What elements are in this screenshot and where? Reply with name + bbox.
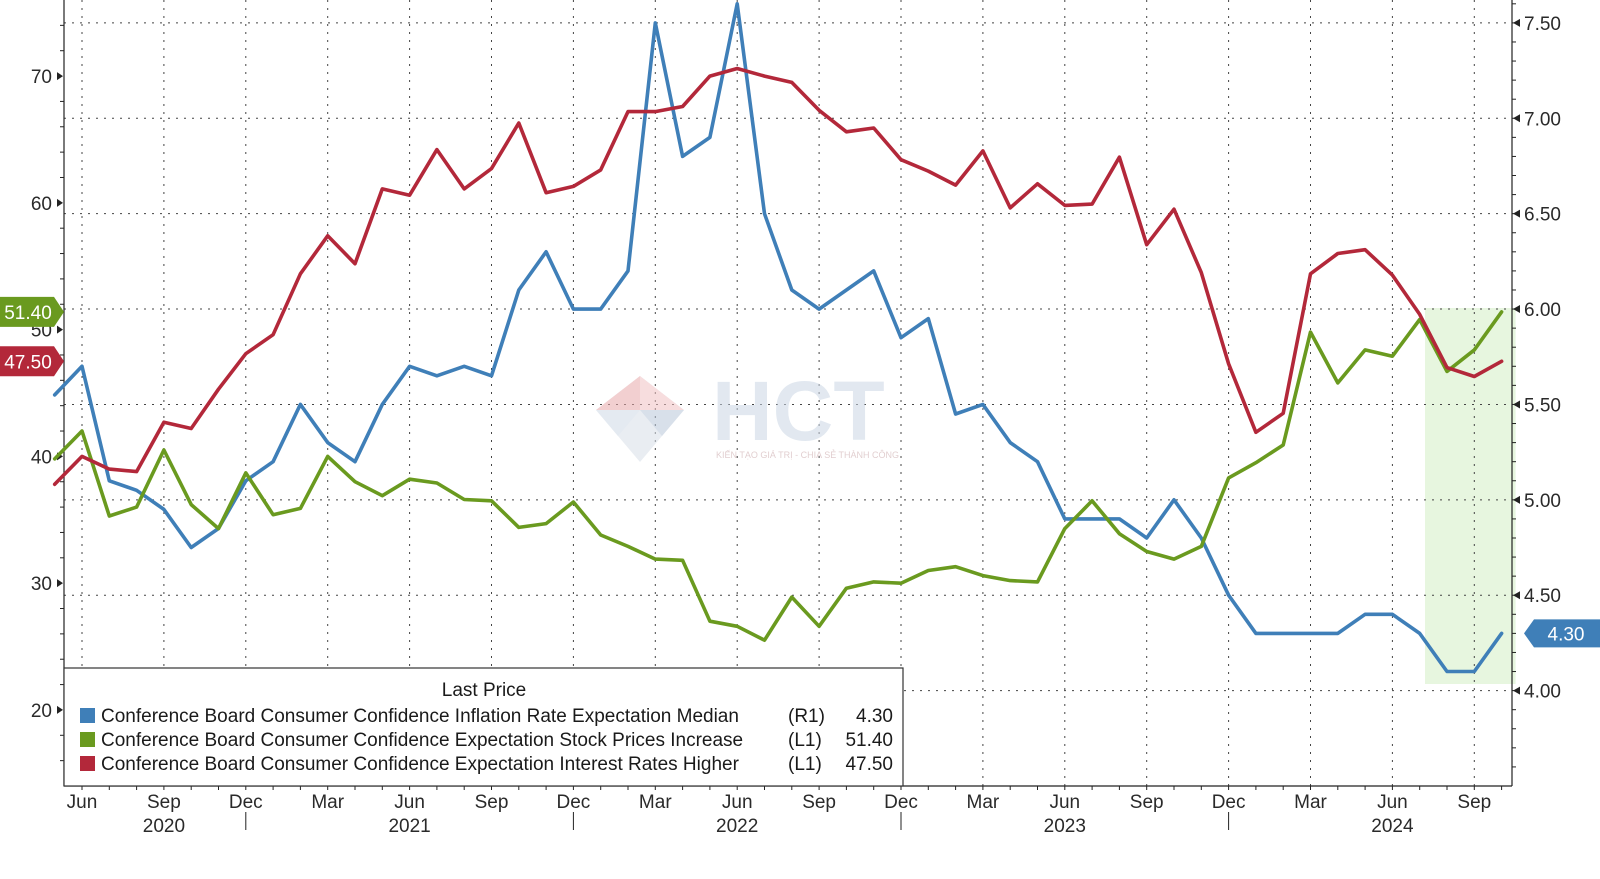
x-tick-label: Sep [147, 792, 181, 813]
year-label: 2023 [1044, 816, 1086, 837]
series-layer [52, 1, 1504, 674]
legend-swatch-rates [80, 756, 95, 771]
year-label: 2021 [388, 816, 430, 837]
legend-value-inflation: 4.30 [856, 706, 893, 727]
series-line-rates [52, 66, 1504, 487]
right-tick-label: 6.50 [1524, 205, 1561, 226]
right-major-tick [1513, 114, 1520, 123]
left-major-tick [57, 198, 63, 207]
highlight-band [1425, 308, 1516, 684]
badge-stocks-last: 51.40 [0, 296, 64, 327]
x-tick-label: Jun [722, 792, 753, 813]
legend-entry-inflation: Conference Board Consumer Confidence Inf… [80, 706, 893, 727]
x-tick-label: Dec [229, 792, 263, 813]
highlight-layer [1425, 308, 1516, 684]
legend-label-rates: Conference Board Consumer Confidence Exp… [101, 754, 740, 775]
left-tick-label: 40 [31, 447, 52, 468]
right-major-tick [1513, 209, 1520, 218]
x-tick-label: Jun [1049, 792, 1080, 813]
right-tick-label: 5.00 [1524, 491, 1561, 512]
left-tick-label: 20 [31, 701, 52, 722]
value-badges: 51.40 47.50 4.30 [0, 296, 1600, 648]
watermark-tagline: KIẾN TẠO GIÁ TRỊ - CHIA SẺ THÀNH CÔNG [716, 449, 899, 460]
x-tick-label: Sep [475, 792, 509, 813]
badge-rates-last-shape [0, 346, 64, 377]
left-tick-label: 60 [31, 194, 52, 215]
year-label: 2020 [143, 816, 185, 837]
badge-inflation-last-shape [1524, 619, 1600, 648]
legend-value-stocks: 51.40 [845, 730, 893, 751]
left-tick-label: 30 [31, 574, 52, 595]
series-line-stocks [52, 310, 1504, 643]
right-major-tick [1513, 18, 1520, 27]
legend-axis-inflation: (R1) [788, 706, 825, 727]
legend-swatch-stocks [80, 732, 95, 747]
badge-inflation-last: 4.30 [1524, 619, 1600, 648]
x-tick-label: Jun [394, 792, 425, 813]
badge-inflation-last-text: 4.30 [1548, 624, 1585, 645]
badge-rates-last: 47.50 [0, 346, 64, 377]
right-major-tick [1513, 591, 1520, 600]
x-tick-label: Mar [967, 792, 1000, 813]
watermark-brand: HCT [712, 364, 885, 458]
right-tick-label: 7.00 [1524, 109, 1561, 130]
x-tick-label: Jun [67, 792, 98, 813]
series-line-inflation [52, 1, 1504, 674]
right-major-tick [1513, 495, 1520, 504]
left-major-tick [57, 579, 63, 588]
right-tick-label: 4.00 [1524, 682, 1561, 703]
watermark-logo-icon [596, 376, 684, 462]
x-tick-label: Mar [639, 792, 672, 813]
right-major-tick [1513, 400, 1520, 409]
legend: Last Price Conference Board Consumer Con… [63, 667, 904, 787]
left-major-tick [57, 72, 63, 81]
right-tick-label: 7.50 [1524, 14, 1561, 35]
right-major-tick [1513, 686, 1520, 695]
right-tick-label: 4.50 [1524, 586, 1561, 607]
left-major-tick [57, 325, 63, 334]
left-tick-label: 70 [31, 67, 52, 88]
legend-title: Last Price [442, 680, 526, 701]
right-tick-label: 5.50 [1524, 395, 1561, 416]
x-tick-label: Sep [1457, 792, 1491, 813]
legend-entry-stocks: Conference Board Consumer Confidence Exp… [80, 730, 893, 751]
legend-entry-rates: Conference Board Consumer Confidence Exp… [80, 754, 893, 775]
badge-stocks-last-shape [0, 296, 64, 327]
legend-label-stocks: Conference Board Consumer Confidence Exp… [101, 730, 743, 751]
x-tick-label: Jun [1377, 792, 1408, 813]
right-tick-label: 6.00 [1524, 300, 1561, 321]
badge-stocks-last-text: 51.40 [4, 303, 52, 324]
legend-axis-rates: (L1) [788, 754, 822, 775]
x-tick-label: Mar [1294, 792, 1327, 813]
year-label: 2024 [1371, 816, 1414, 837]
x-tick-label: Dec [557, 792, 591, 813]
badge-rates-last-text: 47.50 [4, 352, 52, 373]
left-major-tick [57, 705, 63, 714]
year-label: 2022 [716, 816, 758, 837]
legend-value-rates: 47.50 [845, 754, 893, 775]
x-tick-label: Sep [1130, 792, 1164, 813]
watermark: HCT KIẾN TẠO GIÁ TRỊ - CHIA SẺ THÀNH CÔN… [596, 364, 899, 462]
x-tick-label: Mar [311, 792, 344, 813]
legend-box [63, 667, 904, 787]
right-major-tick [1513, 305, 1520, 314]
x-tick-label: Dec [1212, 792, 1246, 813]
x-tick-label: Dec [884, 792, 918, 813]
legend-swatch-inflation [80, 708, 95, 723]
legend-axis-stocks: (L1) [788, 730, 822, 751]
legend-label-inflation: Conference Board Consumer Confidence Inf… [101, 706, 739, 727]
x-tick-label: Sep [802, 792, 836, 813]
